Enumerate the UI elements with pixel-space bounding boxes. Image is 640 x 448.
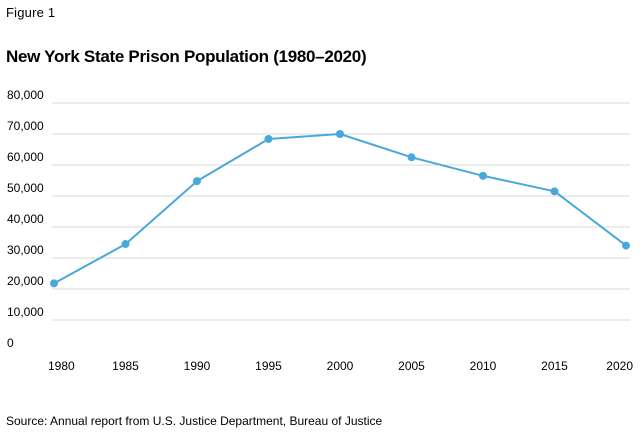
y-tick-label: 30,000 bbox=[7, 243, 44, 257]
data-points bbox=[50, 130, 630, 288]
x-tick-label: 2015 bbox=[541, 359, 568, 373]
data-point bbox=[50, 279, 58, 288]
y-tick-label: 70,000 bbox=[7, 119, 44, 133]
x-tick-label: 1990 bbox=[184, 359, 211, 373]
y-axis-tick-labels: 0 10,000 20,000 30,000 40,000 50,000 60,000 70,… bbox=[7, 88, 44, 350]
data-point bbox=[193, 177, 201, 186]
y-tick-label: 10,000 bbox=[7, 305, 44, 319]
y-tick-label: 20,000 bbox=[7, 274, 44, 288]
y-tick-label: 0 bbox=[7, 336, 14, 350]
figure-label: Figure 1 bbox=[6, 5, 56, 20]
data-point bbox=[121, 240, 130, 249]
data-point bbox=[407, 153, 416, 162]
x-tick-label: 1985 bbox=[112, 359, 139, 373]
y-tick-label: 40,000 bbox=[7, 212, 44, 226]
source-note: Source: Annual report from U.S. Justice … bbox=[6, 414, 383, 428]
x-axis-tick-labels: 1980 1985 1990 1995 2000 2005 2010 2015 2020 bbox=[48, 359, 633, 373]
data-point bbox=[264, 134, 273, 143]
x-tick-label: 1995 bbox=[255, 359, 282, 373]
y-tick-label: 80,000 bbox=[7, 88, 44, 102]
x-tick-label: 1980 bbox=[48, 359, 75, 373]
data-point bbox=[550, 187, 559, 196]
y-tick-label: 50,000 bbox=[7, 181, 44, 195]
data-point bbox=[479, 171, 487, 180]
x-tick-label: 2005 bbox=[398, 359, 425, 373]
x-tick-label: 2020 bbox=[606, 359, 633, 373]
series-line-group bbox=[53, 133, 627, 285]
y-tick-label: 60,000 bbox=[7, 150, 44, 164]
data-point bbox=[336, 130, 344, 138]
series-line bbox=[53, 133, 627, 285]
data-point bbox=[622, 241, 630, 250]
x-tick-label: 2010 bbox=[470, 359, 497, 373]
chart-title: New York State Prison Population (1980–2… bbox=[6, 47, 367, 66]
x-tick-label: 2000 bbox=[327, 359, 354, 373]
